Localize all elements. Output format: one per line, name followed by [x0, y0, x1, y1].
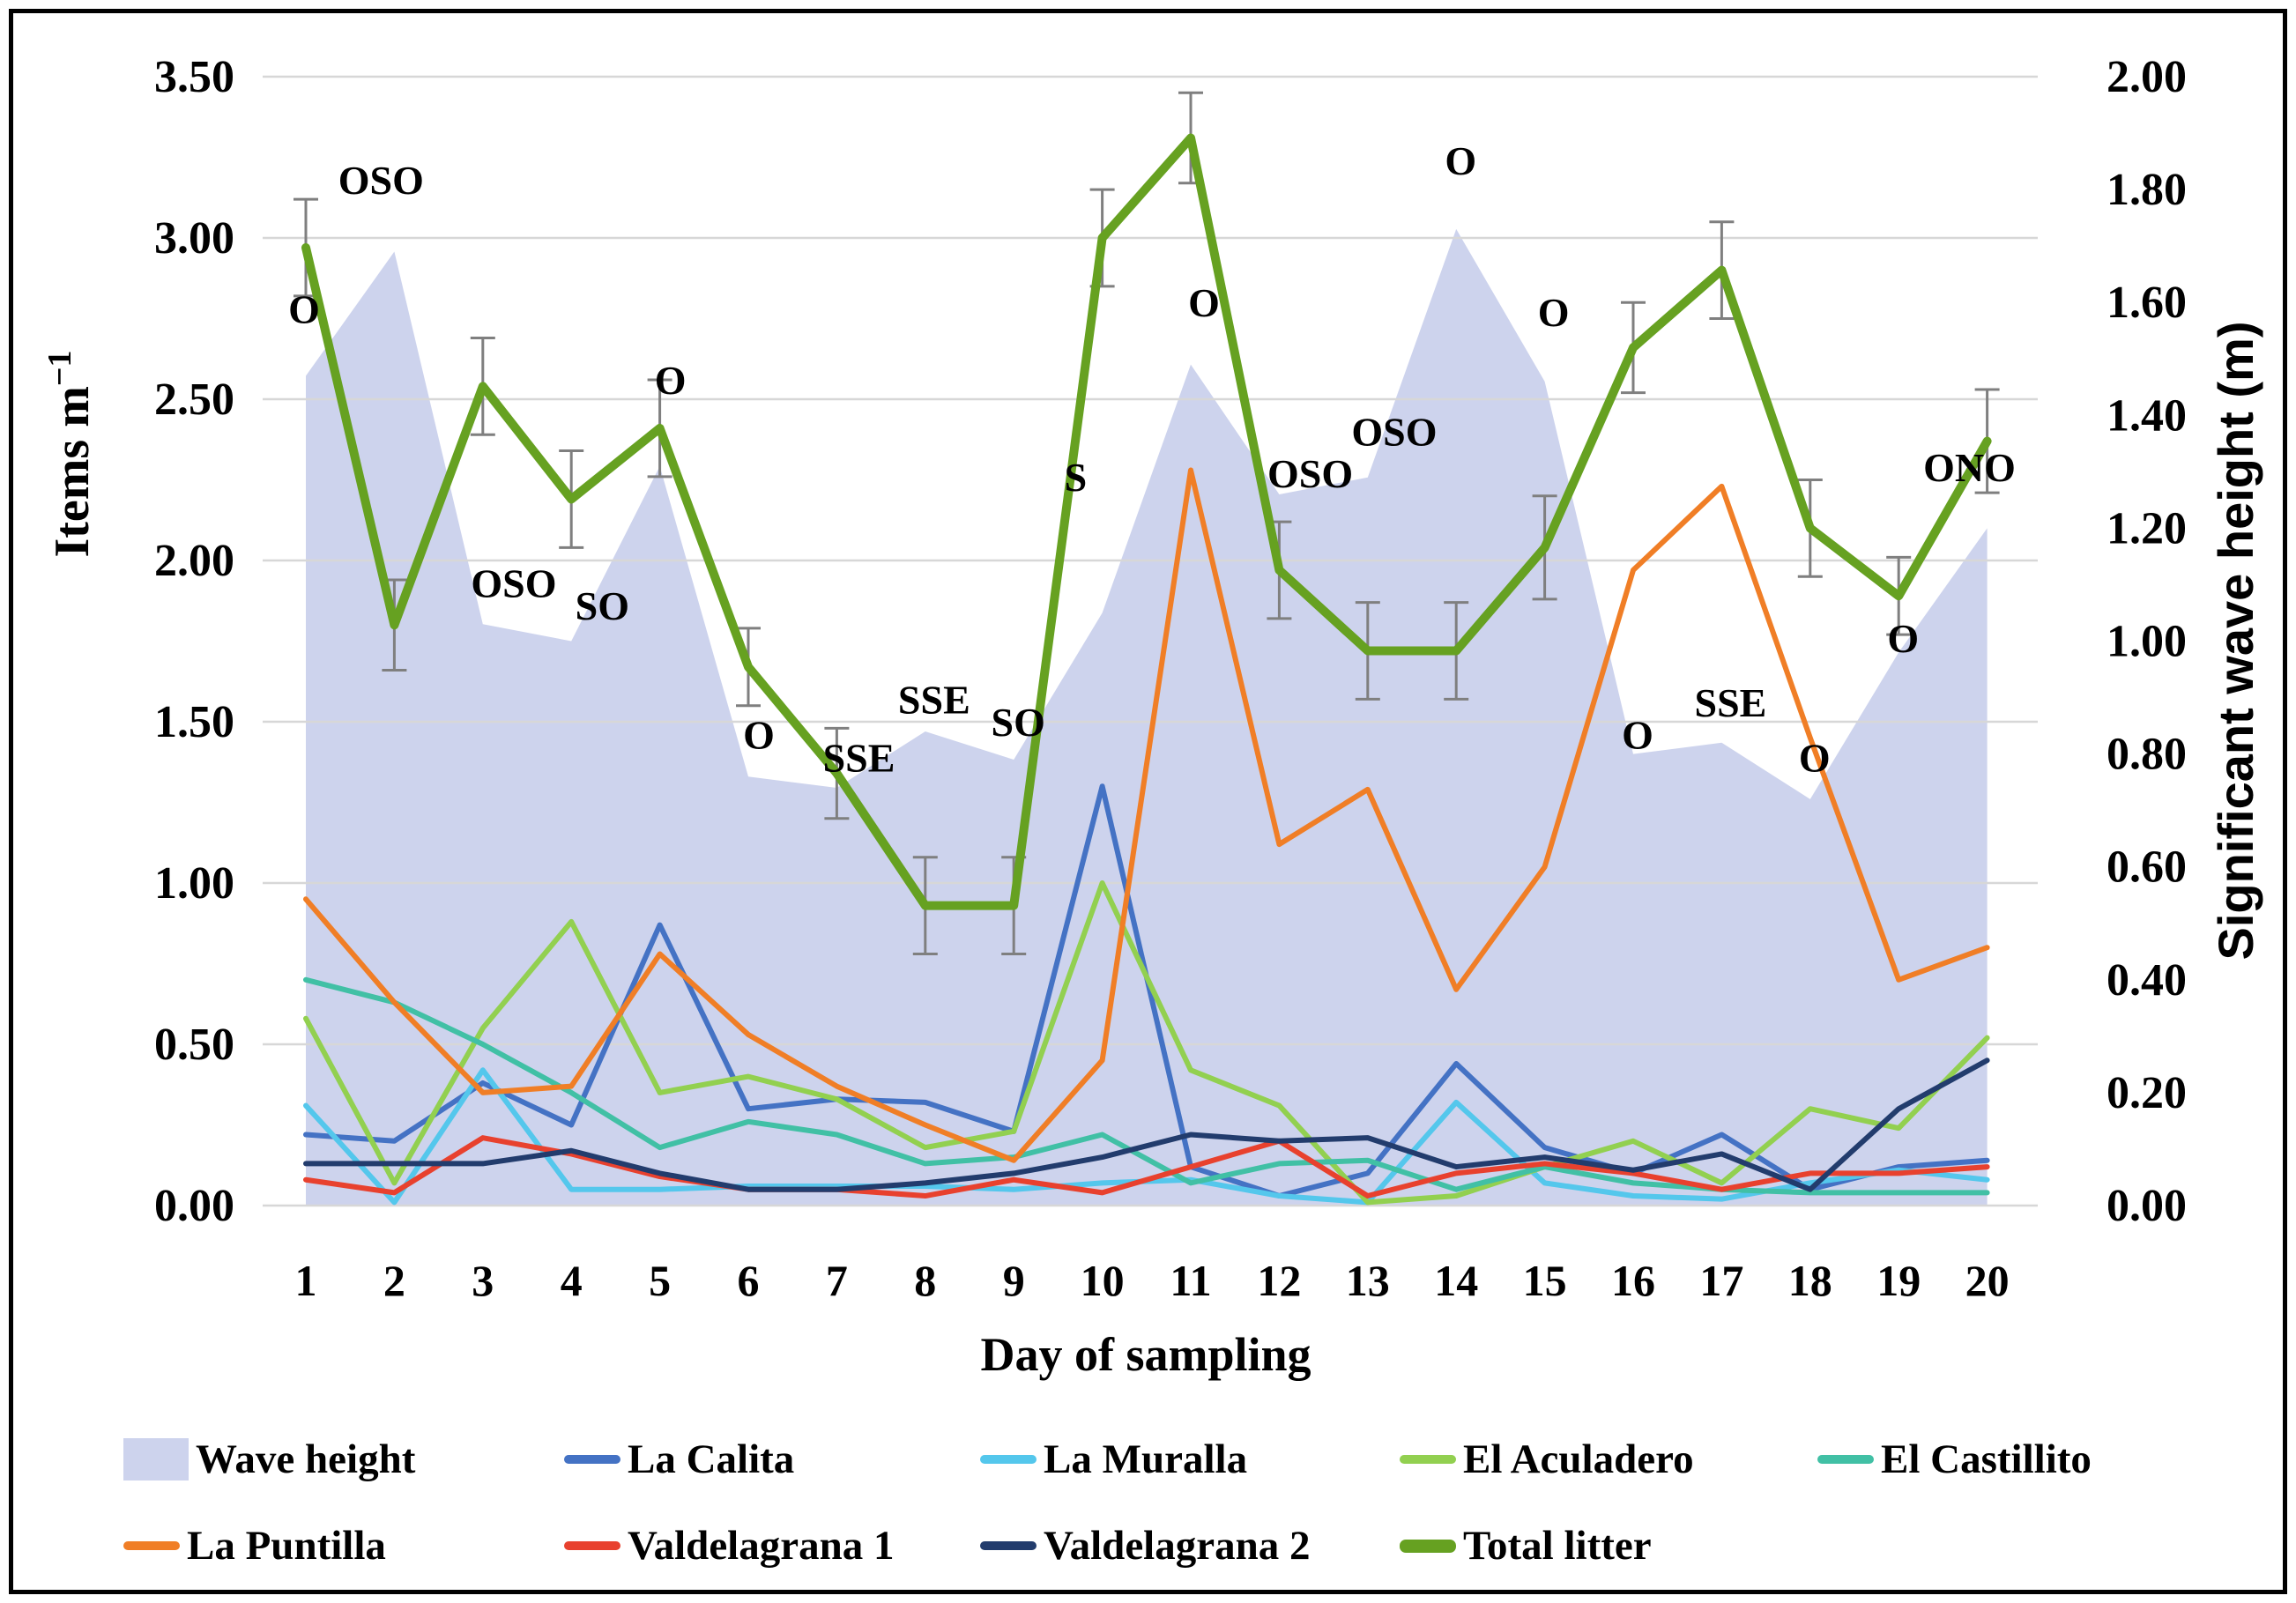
right-axis-tick-label: 1.20: [2107, 503, 2187, 553]
wind-label: O: [1622, 713, 1653, 758]
x-axis-tick-label: 11: [1170, 1256, 1211, 1305]
legend-item-la-muralla: La Muralla: [980, 1435, 1247, 1484]
wind-label: ONO: [1923, 445, 2016, 490]
x-axis-title: Day of sampling: [980, 1328, 1311, 1381]
x-axis-tick-label: 5: [649, 1256, 671, 1305]
la-muralla-swatch: [980, 1455, 1037, 1464]
wind-label: OSO: [1267, 451, 1353, 496]
wind-label: O: [743, 713, 775, 758]
wind-label: O: [1538, 290, 1570, 335]
legend-item-el-aculadero: El Aculadero: [1400, 1435, 1694, 1484]
legend-item-valdelagrana-1: Valdelagrana 1: [564, 1521, 895, 1570]
series-line-la-puntilla: [303, 467, 1990, 1163]
legend-item-wave-height: Wave height: [123, 1435, 415, 1484]
legend-item-total-litter: Total litter: [1400, 1521, 1652, 1570]
left-axis-tick-label: 1.00: [154, 858, 234, 909]
wind-label: SSE: [823, 735, 895, 780]
series-line-total-litter: [301, 133, 1992, 910]
right-axis-tick-label: 0.80: [2107, 730, 2187, 780]
legend-label: Valdelagrana 1: [628, 1523, 895, 1569]
wind-label: O: [1799, 735, 1831, 780]
left-axis-title: Items m−1: [41, 350, 100, 557]
wind-label: OSO: [1351, 410, 1437, 455]
wave-height-area: [306, 228, 1988, 1206]
wind-label: SO: [576, 583, 629, 628]
right-axis-title: Significant wave height (m): [2208, 322, 2263, 961]
x-axis-tick-label: 8: [914, 1256, 936, 1305]
x-axis-tick-label: 18: [1788, 1256, 1832, 1305]
left-axis-tick-label: 0.00: [154, 1181, 234, 1231]
legend-label: La Calita: [628, 1436, 795, 1482]
legend-label: La Puntilla: [187, 1523, 386, 1569]
right-axis-tick-label: 1.60: [2107, 278, 2187, 328]
x-axis-tick-label: 1: [295, 1256, 317, 1305]
x-axis-tick-label: 16: [1611, 1256, 1655, 1305]
total-litter-swatch: [1400, 1539, 1456, 1553]
legend-label: La Muralla: [1044, 1436, 1248, 1482]
legend-item-el-castillito: El Castillito: [1817, 1435, 2092, 1484]
legend-label: Wave height: [196, 1436, 416, 1482]
x-axis-tick-label: 6: [738, 1256, 760, 1305]
x-axis-tick-label: 7: [826, 1256, 848, 1305]
right-axis-tick-label: 0.40: [2107, 955, 2187, 1006]
series-line-valdelagrana-2: [303, 1058, 1990, 1192]
left-axis-tick-label: 0.50: [154, 1020, 234, 1070]
x-axis-tick-label: 10: [1081, 1256, 1125, 1305]
left-axis-tick-label: 1.50: [154, 697, 234, 747]
wind-label: O: [1188, 280, 1220, 325]
right-axis-tick-label: 0.60: [2107, 842, 2187, 893]
figure-border: [9, 9, 2287, 1594]
legend-label: Valdelagrana 2: [1044, 1523, 1311, 1569]
wind-label: OSO: [338, 158, 424, 203]
x-axis-tick-label: 4: [561, 1256, 583, 1305]
legend-label: Total litter: [1463, 1523, 1652, 1569]
left-axis-tick-label: 2.00: [154, 536, 234, 586]
el-castillito-swatch: [1817, 1455, 1874, 1464]
x-axis-tick-label: 20: [1965, 1256, 2010, 1305]
left-axis-tick-label: 3.00: [154, 213, 234, 263]
left-axis-tick-label: 2.50: [154, 375, 234, 425]
wind-label: OSO: [471, 561, 556, 606]
wind-label: SO: [992, 700, 1045, 745]
x-axis-tick-label: 2: [383, 1256, 405, 1305]
right-axis-tick-label: 1.40: [2107, 390, 2187, 441]
right-axis-tick-label: 2.00: [2107, 52, 2187, 102]
right-axis-tick-label: 1.80: [2107, 165, 2187, 215]
x-axis-tick-label: 15: [1523, 1256, 1567, 1305]
wind-label: O: [1887, 616, 1919, 661]
legend-label: El Aculadero: [1463, 1436, 1694, 1482]
legend-label: El Castillito: [1881, 1436, 2092, 1482]
x-axis-tick-label: 17: [1699, 1256, 1743, 1305]
wind-label: SSE: [898, 677, 970, 722]
wind-label: S: [1065, 455, 1088, 500]
right-axis-tick-label: 0.20: [2107, 1068, 2187, 1118]
valdelagrana-2-swatch: [980, 1541, 1037, 1550]
x-axis-tick-label: 13: [1346, 1256, 1390, 1305]
la-puntilla-swatch: [123, 1541, 180, 1550]
series-line-valdelagrana-1: [303, 1135, 1990, 1199]
wind-label: O: [1445, 138, 1476, 183]
wind-label: O: [655, 358, 687, 403]
la-calita-swatch: [564, 1455, 620, 1464]
valdelagrana-1-swatch: [564, 1541, 620, 1550]
right-axis-tick-label: 1.00: [2107, 617, 2187, 667]
left-axis-tick-label: 3.50: [154, 52, 234, 102]
left-axis-title-superscript: −1: [41, 350, 78, 386]
x-axis-tick-label: 19: [1876, 1256, 1921, 1305]
legend-item-la-calita: La Calita: [564, 1435, 794, 1484]
x-axis-tick-label: 12: [1257, 1256, 1301, 1305]
wind-label: O: [288, 287, 320, 332]
el-aculadero-swatch: [1400, 1455, 1456, 1464]
legend-item-valdelagrana-2: Valdelagrana 2: [980, 1521, 1311, 1570]
x-axis-tick-label: 14: [1434, 1256, 1478, 1305]
right-axis-tick-label: 0.00: [2107, 1181, 2187, 1231]
series-line-el-aculadero: [303, 880, 1990, 1206]
wave-height-swatch: [123, 1438, 189, 1481]
wind-label: SSE: [1695, 680, 1767, 725]
legend-item-la-puntilla: La Puntilla: [123, 1521, 386, 1570]
x-axis-tick-label: 9: [1003, 1256, 1025, 1305]
x-axis-tick-label: 3: [472, 1256, 494, 1305]
